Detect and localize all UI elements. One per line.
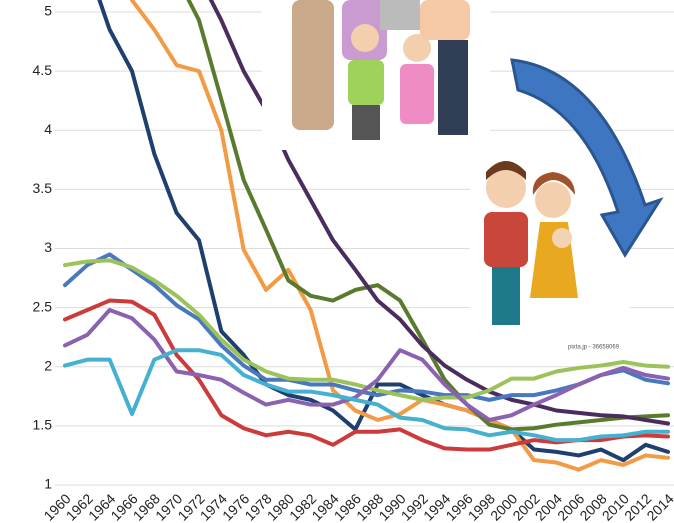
figure bbox=[351, 24, 379, 52]
series-line bbox=[65, 350, 668, 440]
y-tick-label: 1.5 bbox=[33, 417, 53, 433]
figure bbox=[292, 0, 334, 130]
figure bbox=[348, 60, 384, 105]
figure bbox=[438, 40, 468, 135]
y-tick-label: 4.5 bbox=[33, 62, 53, 78]
figure bbox=[535, 182, 571, 218]
y-tick-label: 2 bbox=[44, 357, 52, 373]
figure bbox=[552, 228, 572, 248]
y-tick-label: 3 bbox=[44, 239, 52, 255]
y-tick-label: 4 bbox=[44, 121, 52, 137]
y-tick-label: 1 bbox=[44, 476, 52, 492]
figure bbox=[352, 105, 380, 140]
figure bbox=[400, 64, 434, 124]
figure bbox=[380, 0, 420, 30]
figure bbox=[492, 267, 520, 325]
y-tick-label: 5 bbox=[44, 3, 52, 19]
chart: pixta.jp - 36658069 11.522.533.544.55196… bbox=[0, 0, 674, 523]
y-tick-label: 3.5 bbox=[33, 180, 53, 196]
watermark: pixta.jp - 36658069 bbox=[568, 345, 620, 351]
y-tick-label: 2.5 bbox=[33, 298, 53, 314]
figure bbox=[420, 0, 470, 40]
x-tick-label: 2014 bbox=[643, 490, 674, 523]
figure bbox=[484, 212, 528, 267]
